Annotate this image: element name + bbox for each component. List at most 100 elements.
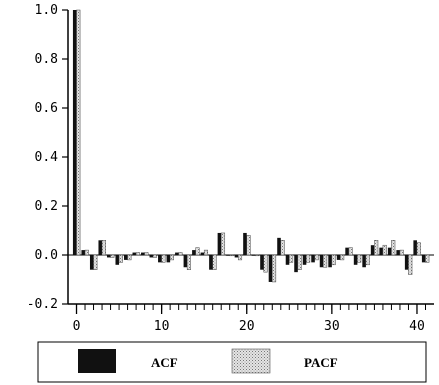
acf-bar [106, 255, 111, 258]
acf-bar [209, 255, 213, 270]
acf-bar [362, 255, 366, 268]
acf-bar [387, 247, 392, 255]
acf-bar [200, 252, 205, 255]
pacf-bar [93, 254, 98, 270]
pacf-bar [229, 254, 234, 257]
y-tick-label: 0.6 [35, 101, 58, 116]
acf-bar [421, 255, 426, 263]
acf-bar [243, 232, 247, 255]
pacf-bar [323, 254, 328, 268]
acf-bar [328, 255, 332, 268]
acf-bar [251, 255, 256, 256]
pacf-bar [101, 240, 106, 256]
pacf-bar [374, 240, 379, 256]
pacf-bar [152, 254, 157, 258]
y-tick-label: 0.4 [35, 150, 59, 165]
pacf-bar [289, 254, 294, 263]
pacf-bar [161, 254, 166, 263]
x-tick-label: 0 [73, 319, 81, 334]
x-tick-label: 40 [409, 319, 425, 334]
x-tick-label: 30 [324, 319, 340, 334]
pacf-bar [110, 254, 115, 258]
acf-bar [89, 255, 94, 270]
pacf-bar [306, 254, 311, 263]
y-axis-ticks: -0.2 0.0 0.2 0.4 0.6 0.8 1.0 [27, 3, 68, 312]
x-tick-label: 10 [154, 319, 170, 334]
pacf-bar [169, 254, 174, 261]
x-axis-ticks: 0 10 20 30 40 [73, 304, 426, 334]
pacf-bar [135, 252, 140, 256]
pacf-bar [127, 254, 132, 261]
acf-bar [81, 250, 86, 255]
pacf-bar [76, 9, 81, 256]
pacf-bar [408, 254, 413, 275]
pacf-bar [144, 252, 149, 256]
acf-bar [141, 252, 145, 255]
acf-bar [158, 255, 162, 263]
pacf-bar [84, 249, 89, 256]
acf-bar [124, 255, 128, 260]
acf-bar [268, 255, 273, 282]
pacf-bar [382, 244, 387, 256]
pacf-bar [314, 254, 319, 261]
acf-bar [277, 237, 281, 255]
acf-bar [302, 255, 307, 265]
pacf-bar [178, 252, 183, 256]
acf-bar [149, 255, 154, 258]
y-tick-label: 0.0 [35, 248, 58, 263]
pacf-bar [246, 235, 251, 256]
chart-axes [67, 10, 434, 305]
pacf-bar [255, 254, 260, 257]
pacf-bar [340, 254, 345, 261]
acf-bar [379, 247, 383, 255]
pacf-bar [280, 240, 285, 256]
pacf-bar [195, 247, 200, 256]
pacf-bar [186, 254, 191, 270]
acf-bar [183, 255, 188, 268]
pacf-bar [203, 249, 209, 256]
acf-bar [192, 250, 196, 255]
legend-label-acf: ACF [151, 355, 178, 370]
pacf-bar [391, 240, 396, 256]
acf-bar [370, 245, 375, 255]
pacf-bar [297, 254, 302, 270]
acf-bar [396, 250, 400, 255]
pacf-bar [263, 254, 268, 273]
x-tick-label: 20 [239, 319, 255, 334]
pacf-bar [237, 254, 243, 261]
acf-bar [98, 240, 103, 255]
pacf-bar [118, 254, 123, 263]
pacf-bar [357, 254, 362, 263]
pacf-bar [399, 249, 404, 256]
acf-bar [413, 240, 417, 255]
pacf-bar [348, 247, 353, 256]
y-tick-label: 1.0 [35, 3, 58, 18]
acf-bar [285, 255, 290, 265]
acf-bar [115, 255, 120, 265]
acf-bar [404, 255, 409, 270]
pacf-bar [220, 232, 226, 256]
acf-bar [336, 255, 341, 260]
chart-legend: ACF PACF [37, 341, 427, 383]
acf-bar [132, 252, 137, 255]
acf-bar [217, 232, 222, 255]
acf-bar [319, 255, 324, 268]
acf-bar [353, 255, 358, 265]
chart-bars [72, 9, 430, 283]
legend-swatch-acf [78, 349, 116, 373]
acf-bar [226, 255, 230, 256]
acf-bar [234, 255, 239, 258]
pacf-bar [425, 254, 430, 263]
acf-bar [166, 255, 171, 263]
acf-bar [294, 255, 298, 273]
y-tick-label: 0.2 [35, 199, 58, 214]
acf-bar [72, 10, 77, 255]
pacf-bar [272, 254, 277, 283]
pacf-bar [212, 254, 217, 270]
pacf-bar [331, 254, 336, 266]
acf-bar [345, 247, 349, 255]
acf-bar [175, 252, 179, 255]
legend-label-pacf: PACF [304, 355, 338, 370]
y-tick-label: -0.2 [27, 297, 58, 312]
